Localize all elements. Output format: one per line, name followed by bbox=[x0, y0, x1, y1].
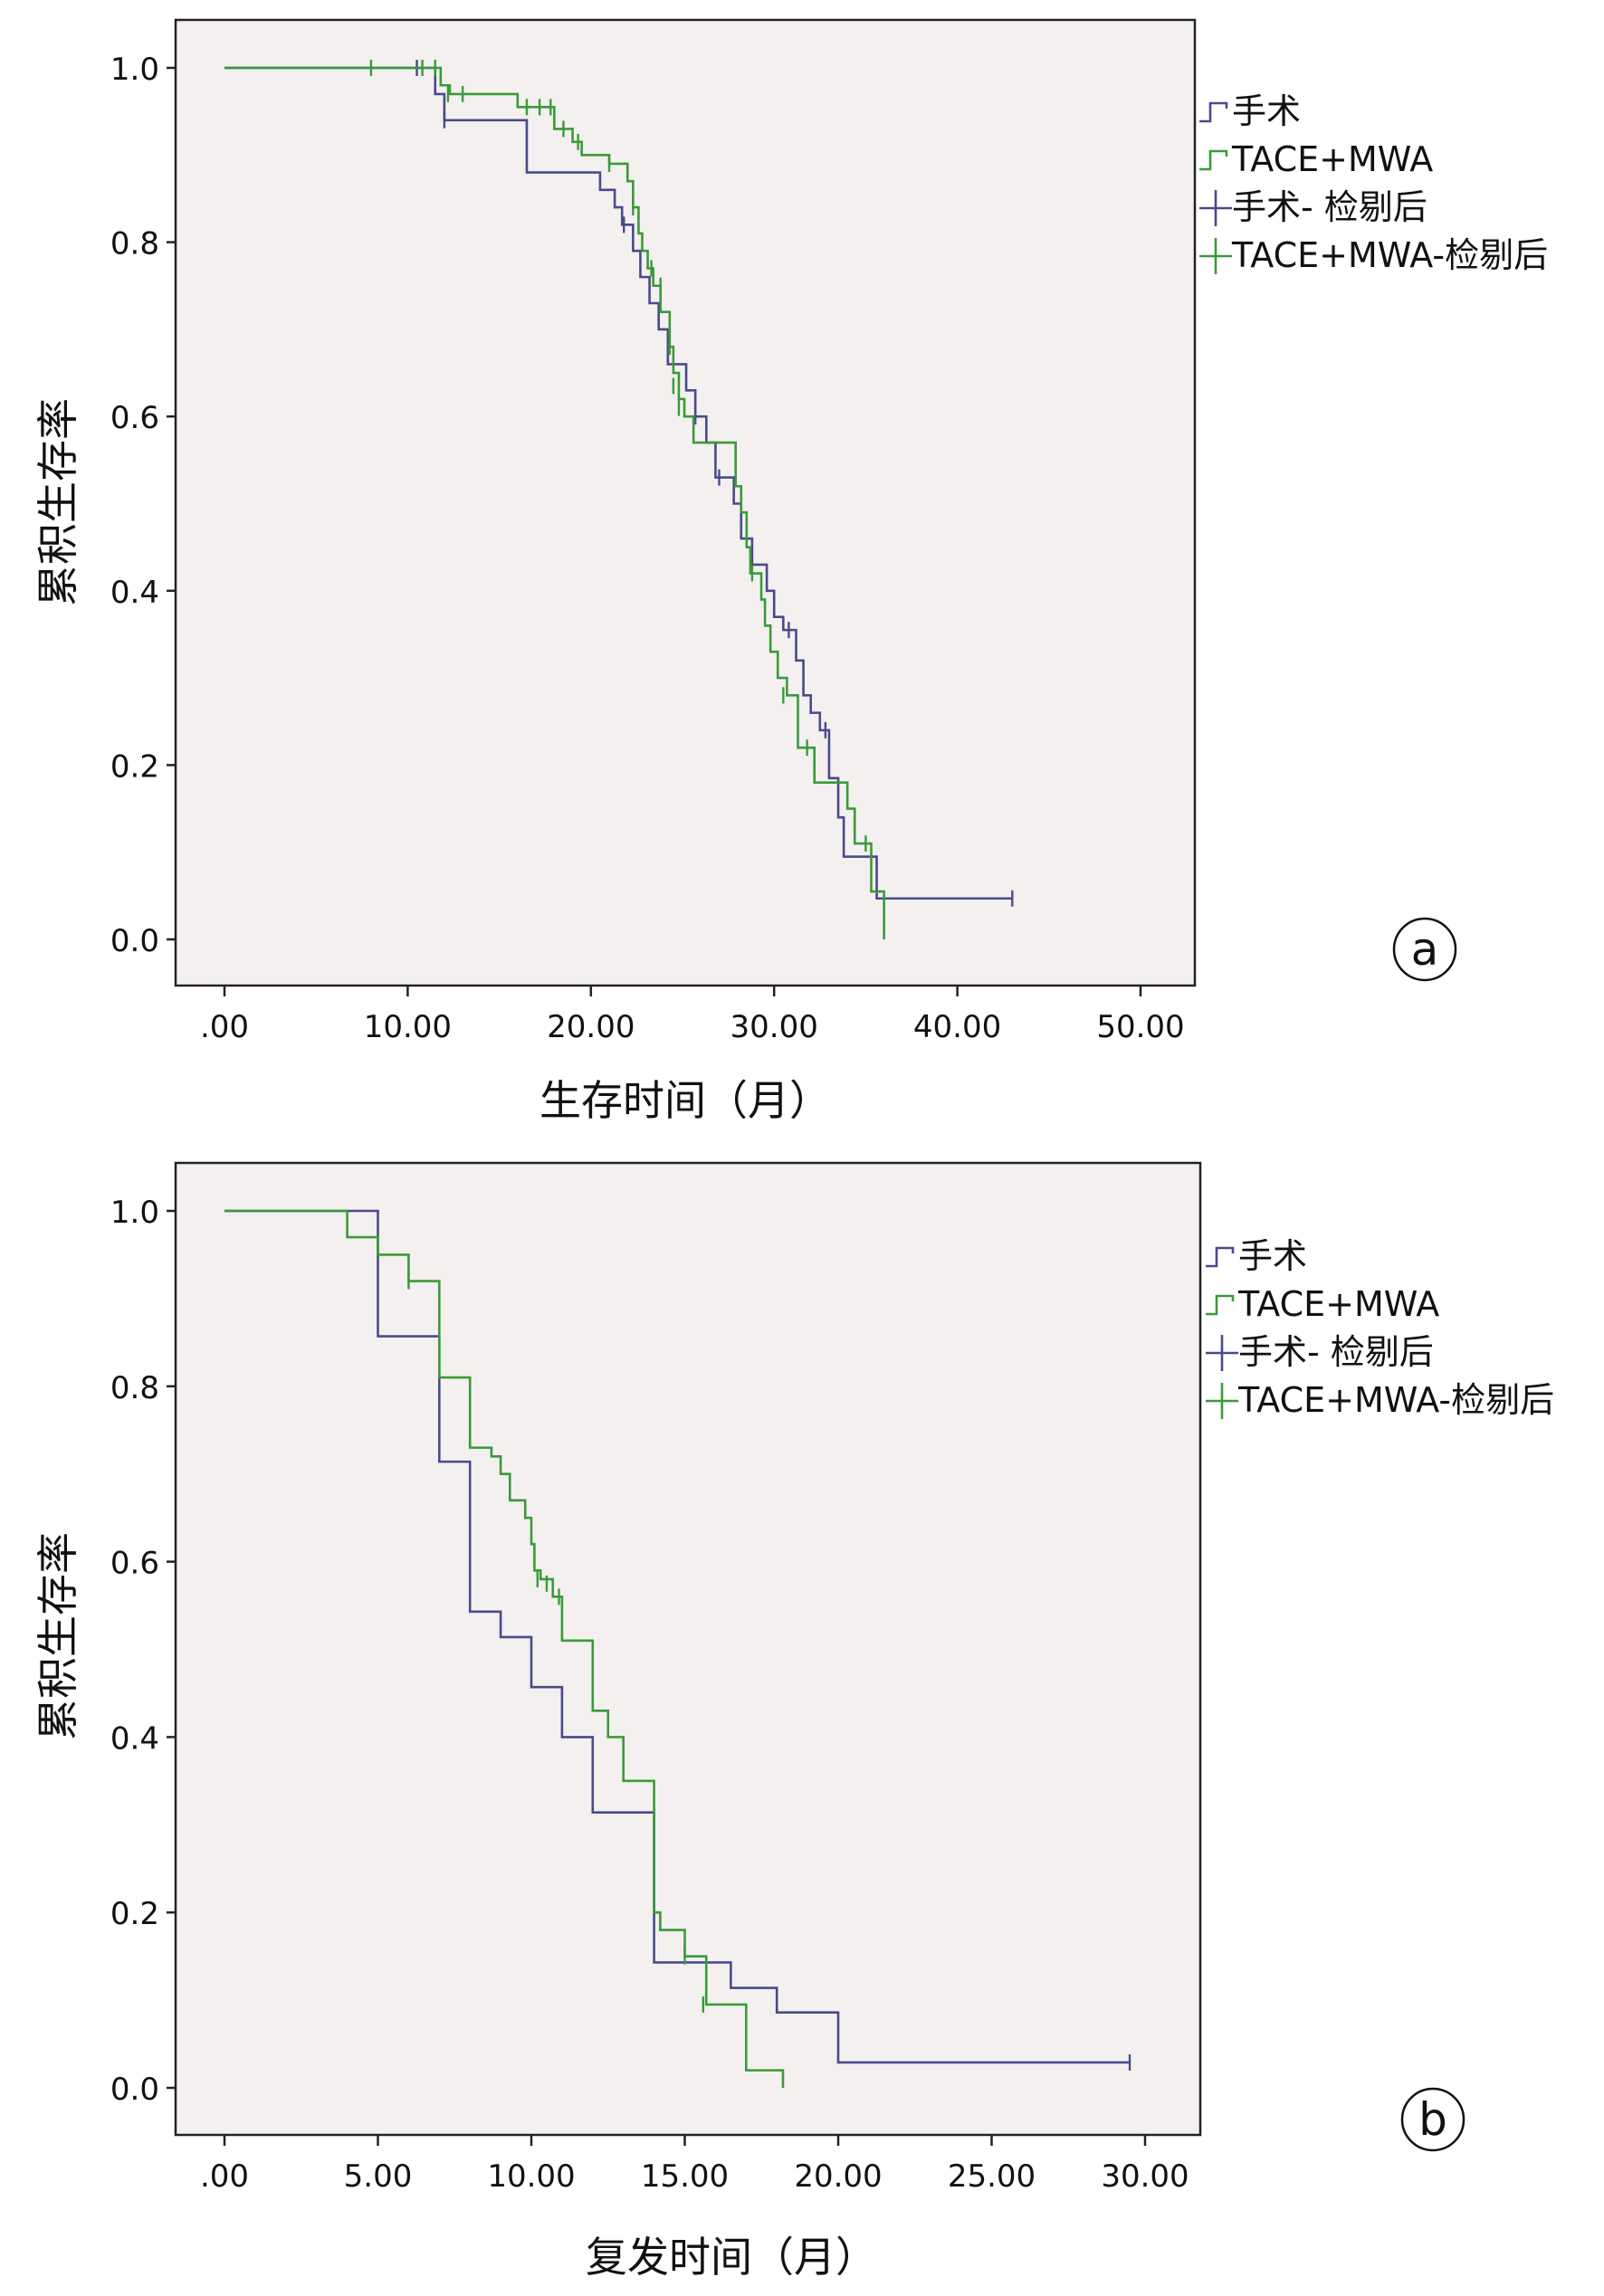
y-tick-label: 0.8 bbox=[110, 1370, 159, 1406]
x-tick-label: 5.00 bbox=[344, 2158, 413, 2195]
x-tick-label: 30.00 bbox=[730, 1009, 818, 1045]
legend-step-glyph bbox=[1199, 149, 1228, 171]
panel-label-b: b bbox=[1418, 2093, 1447, 2146]
x-tick-label: 40.00 bbox=[913, 1009, 1001, 1045]
x-tick-label: 10.00 bbox=[364, 1009, 452, 1045]
legend-entry-label: 手术 bbox=[1238, 1236, 1307, 1276]
legend-censor-glyph bbox=[1199, 238, 1232, 274]
plot-area-b bbox=[174, 1161, 1202, 2137]
plot-area-a bbox=[174, 18, 1197, 987]
legend-entry-label: TACE+MWA-检剔后 bbox=[1231, 235, 1548, 275]
legend-b: 手术 TACE+MWA 手术- 检剔后 TACE+MWA-检剔后 bbox=[1206, 1236, 1554, 1420]
y-tick-label: 1.0 bbox=[110, 52, 159, 88]
legend-step-glyph bbox=[1206, 1294, 1235, 1316]
x-tick-label: .00 bbox=[200, 1009, 249, 1045]
y-tick-label: 0.4 bbox=[110, 575, 159, 611]
y-axis-label-b: 累积生存率 bbox=[33, 1532, 82, 1740]
series-line-TACE+MWA bbox=[224, 66, 885, 939]
x-tick-label: 20.00 bbox=[794, 2158, 882, 2195]
y-tick-label: 0.6 bbox=[110, 400, 159, 436]
series-line-手术 bbox=[224, 1209, 1131, 2064]
legend-step-glyph bbox=[1206, 1246, 1235, 1268]
y-tick-label: 0.8 bbox=[110, 226, 159, 262]
panel-b: 0.0 0.2 0.4 0.6 0.8 1.0 .00 5.00 10.00 15.00 20.00… bbox=[33, 1161, 1554, 2282]
y-tick-label: 0.2 bbox=[110, 748, 159, 785]
series-line-TACE+MWA bbox=[224, 1209, 785, 2088]
legend-entry-label: 手术- 检剔后 bbox=[1232, 187, 1427, 227]
legend-censor-glyph bbox=[1199, 190, 1232, 226]
x-tick-label: 50.00 bbox=[1096, 1009, 1184, 1045]
x-axis-label-b: 复发时间（月） bbox=[586, 2233, 877, 2282]
x-tick-label: .00 bbox=[200, 2158, 249, 2195]
panel-label-a: a bbox=[1411, 923, 1439, 976]
panel-label-circle-a bbox=[1392, 917, 1457, 982]
legend-step-glyph bbox=[1199, 101, 1228, 123]
y-tick-label: 0.4 bbox=[110, 1720, 159, 1757]
y-tick-label: 1.0 bbox=[110, 1195, 159, 1231]
y-tick-label: 0.0 bbox=[110, 2072, 159, 2108]
x-tick-label: 15.00 bbox=[641, 2158, 729, 2195]
x-tick-label: 20.00 bbox=[547, 1009, 635, 1045]
x-tick-label: 10.00 bbox=[487, 2158, 575, 2195]
legend-censor-glyph bbox=[1206, 1383, 1238, 1419]
y-tick-label: 0.2 bbox=[110, 1896, 159, 1932]
y-axis-label-a: 累积生存率 bbox=[33, 398, 82, 606]
legend-entry-label: TACE+MWA bbox=[1231, 139, 1433, 179]
legend-entry-label: TACE+MWA-检剔后 bbox=[1237, 1380, 1554, 1420]
panel-a: 0.0 0.2 0.4 0.6 0.8 1.0 .00 10.00 20.00 30.00 40.0… bbox=[33, 18, 1548, 1125]
panel-label-circle-b bbox=[1400, 2087, 1466, 2152]
legend-entry-label: 手术 bbox=[1232, 91, 1301, 131]
y-tick-label: 0.6 bbox=[110, 1546, 159, 1582]
legend-censor-glyph bbox=[1206, 1335, 1238, 1371]
x-tick-label: 30.00 bbox=[1101, 2158, 1189, 2195]
legend-a: 手术 TACE+MWA 手术- 检剔后 TACE+MWA-检剔后 bbox=[1199, 91, 1548, 275]
x-tick-label: 25.00 bbox=[948, 2158, 1036, 2195]
legend-entry-label: TACE+MWA bbox=[1237, 1284, 1439, 1324]
y-tick-label: 0.0 bbox=[110, 923, 159, 959]
legend-entry-label: 手术- 检剔后 bbox=[1238, 1332, 1434, 1372]
x-axis-label-a: 生存时间（月） bbox=[539, 1076, 831, 1125]
